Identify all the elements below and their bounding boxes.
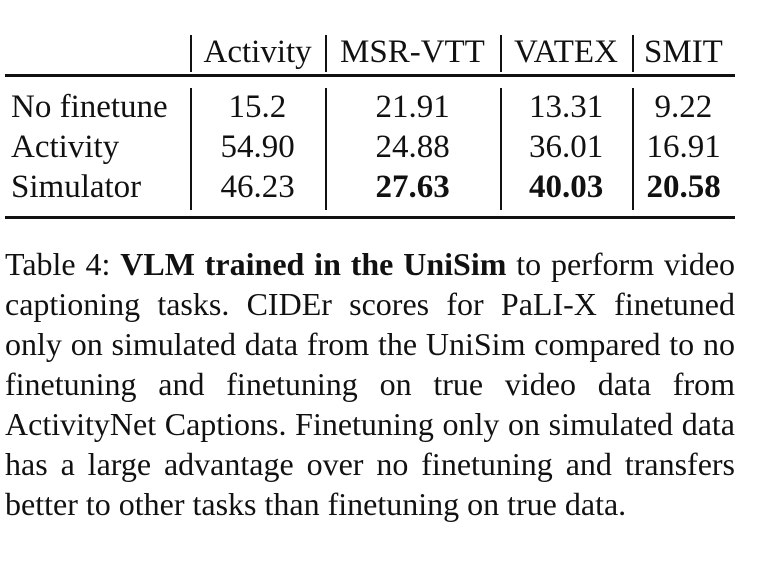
bottom-rule (5, 216, 735, 219)
top-rule (5, 74, 735, 77)
column-separator (500, 35, 502, 72)
caption-label: Table 4: (5, 246, 111, 282)
table-cell: 13.31 (529, 89, 604, 125)
table-cell: 9.22 (654, 89, 713, 125)
table-cell: 15.2 (228, 89, 287, 125)
caption-bold: VLM trained in the UniSim (120, 246, 507, 282)
column-separator (325, 88, 327, 210)
row-label: No finetune (11, 89, 168, 125)
column-header: Activity (203, 34, 312, 70)
table-cell: 24.88 (375, 129, 450, 165)
column-separator (325, 35, 327, 72)
column-header: VATEX (514, 34, 618, 70)
column-separator (632, 35, 634, 72)
column-header: SMIT (644, 34, 723, 70)
table-cell: 46.23 (220, 169, 295, 205)
table-caption: Table 4: VLM trained in the UniSim to pe… (5, 244, 735, 524)
column-separator (632, 88, 634, 210)
table-cell: 16.91 (646, 129, 721, 165)
column-separator (500, 88, 502, 210)
row-label: Activity (11, 129, 120, 165)
table-cell: 54.90 (220, 129, 295, 165)
column-header: MSR-VTT (340, 34, 485, 70)
table-cell: 36.01 (529, 129, 604, 165)
table-cell: 27.63 (375, 169, 450, 205)
column-separator (190, 35, 192, 72)
table-cell: 20.58 (646, 169, 721, 205)
table-cell: 40.03 (529, 169, 604, 205)
caption-text: to perform video captioning tasks. CIDEr… (5, 246, 736, 522)
table-cell: 21.91 (375, 89, 450, 125)
column-separator (190, 88, 192, 210)
row-label: Simulator (11, 169, 142, 205)
